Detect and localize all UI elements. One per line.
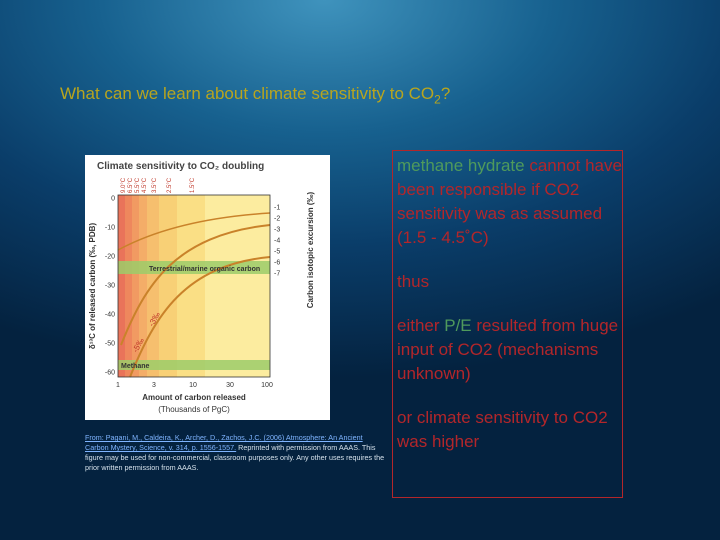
- title-subscript: 2: [434, 92, 441, 107]
- band-label: Terrestrial/marine organic carbon: [149, 266, 260, 273]
- bullet-text: thus: [397, 272, 430, 291]
- x-tick-label: 3: [152, 382, 156, 389]
- x-axis-units: (Thousands of PgC): [158, 405, 230, 414]
- y2-tick-label: -6: [274, 260, 280, 267]
- bullet: methane hydrate cannot have been respons…: [397, 154, 622, 250]
- sensitivity-band: [125, 195, 132, 377]
- bullet-text: or climate sensitivity to CO2 was higher: [397, 408, 608, 451]
- title-suffix: ?: [440, 84, 451, 103]
- sensitivity-bands: [118, 195, 270, 377]
- y2-tick-label: -3: [274, 227, 280, 234]
- bullet: or climate sensitivity to CO2 was higher: [397, 406, 622, 454]
- sensitivity-label: 1.5°C: [190, 177, 196, 193]
- sensitivity-label: 6.5°C: [128, 177, 134, 193]
- y2-tick-label: -4: [274, 238, 280, 245]
- x-tick-label: 30: [226, 382, 234, 389]
- curve: [117, 212, 271, 251]
- sensitivity-label: 9.0°C: [121, 177, 127, 193]
- sensitivity-label: 2.5°C: [167, 177, 173, 193]
- y2-axis-label: Carbon isotopic excursion (‰): [306, 191, 315, 308]
- x-tick-label: 1: [116, 382, 120, 389]
- methane-band: [118, 360, 270, 370]
- x-axis-label: Amount of carbon released: [142, 393, 246, 402]
- plot-frame: [117, 194, 271, 378]
- x-tick-label: 100: [261, 382, 273, 389]
- bullet-text: either: [397, 316, 445, 335]
- bullet-text: P/E: [444, 316, 472, 335]
- y-tick-label: -10: [105, 225, 115, 232]
- citation-link[interactable]: From: Pagani, M., Caldeira, K., Archer, …: [85, 433, 363, 452]
- title-text: What can we learn about climate sensitiv…: [60, 84, 435, 103]
- y-tick-label: -40: [105, 312, 115, 319]
- y-tick-label: -60: [105, 370, 115, 377]
- sensitivity-band: [205, 195, 270, 377]
- curve: [120, 224, 271, 346]
- sensitivity-label: 5.5°C: [135, 177, 141, 193]
- y2-tick-label: -2: [274, 216, 280, 223]
- figure-title: Climate sensitivity to CO₂ doubling: [97, 161, 264, 172]
- text-box: [392, 150, 623, 498]
- sensitivity-band: [159, 195, 177, 377]
- bullet: thus: [397, 270, 622, 294]
- figure-caption: From: Pagani, M., Caldeira, K., Archer, …: [85, 433, 385, 473]
- slide-title: What can we learn about climate sensitiv…: [60, 84, 450, 106]
- bullet-text: methane hydrate: [397, 156, 525, 175]
- bullet: either P/E resulted from huge input of C…: [397, 314, 622, 386]
- y-tick-label: 0: [111, 196, 115, 203]
- sensitivity-band: [132, 195, 139, 377]
- bullet-text: resulted from huge input of CO2 (mechani…: [397, 316, 619, 383]
- sensitivity-band: [139, 195, 147, 377]
- y2-tick-label: -5: [274, 249, 280, 256]
- y-tick-label: -50: [105, 341, 115, 348]
- y-tick-label: -20: [105, 254, 115, 261]
- sensitivity-band: [147, 195, 159, 377]
- y-tick-label: -30: [105, 283, 115, 290]
- figure: Climate sensitivity to CO₂ doubling -3‰ …: [85, 155, 330, 420]
- caption-text: Reprinted with permission from AAAS. Thi…: [85, 443, 385, 472]
- bullet-list: methane hydrate cannot have been respons…: [397, 154, 622, 474]
- sensitivity-label: 3.5°C: [152, 177, 158, 193]
- y2-tick-label: -7: [274, 271, 280, 278]
- curve: [129, 256, 271, 378]
- y-axis-label: δ¹³C of released carbon (‰, PDB): [88, 223, 97, 350]
- y2-tick-label: -1: [274, 205, 280, 212]
- x-tick-label: 10: [189, 382, 197, 389]
- bullet-text: cannot have been responsible if CO2 sens…: [397, 156, 622, 247]
- band-label: Methane: [121, 363, 150, 370]
- sensitivity-band: [118, 195, 125, 377]
- sensitivity-label: 4.5°C: [142, 177, 148, 193]
